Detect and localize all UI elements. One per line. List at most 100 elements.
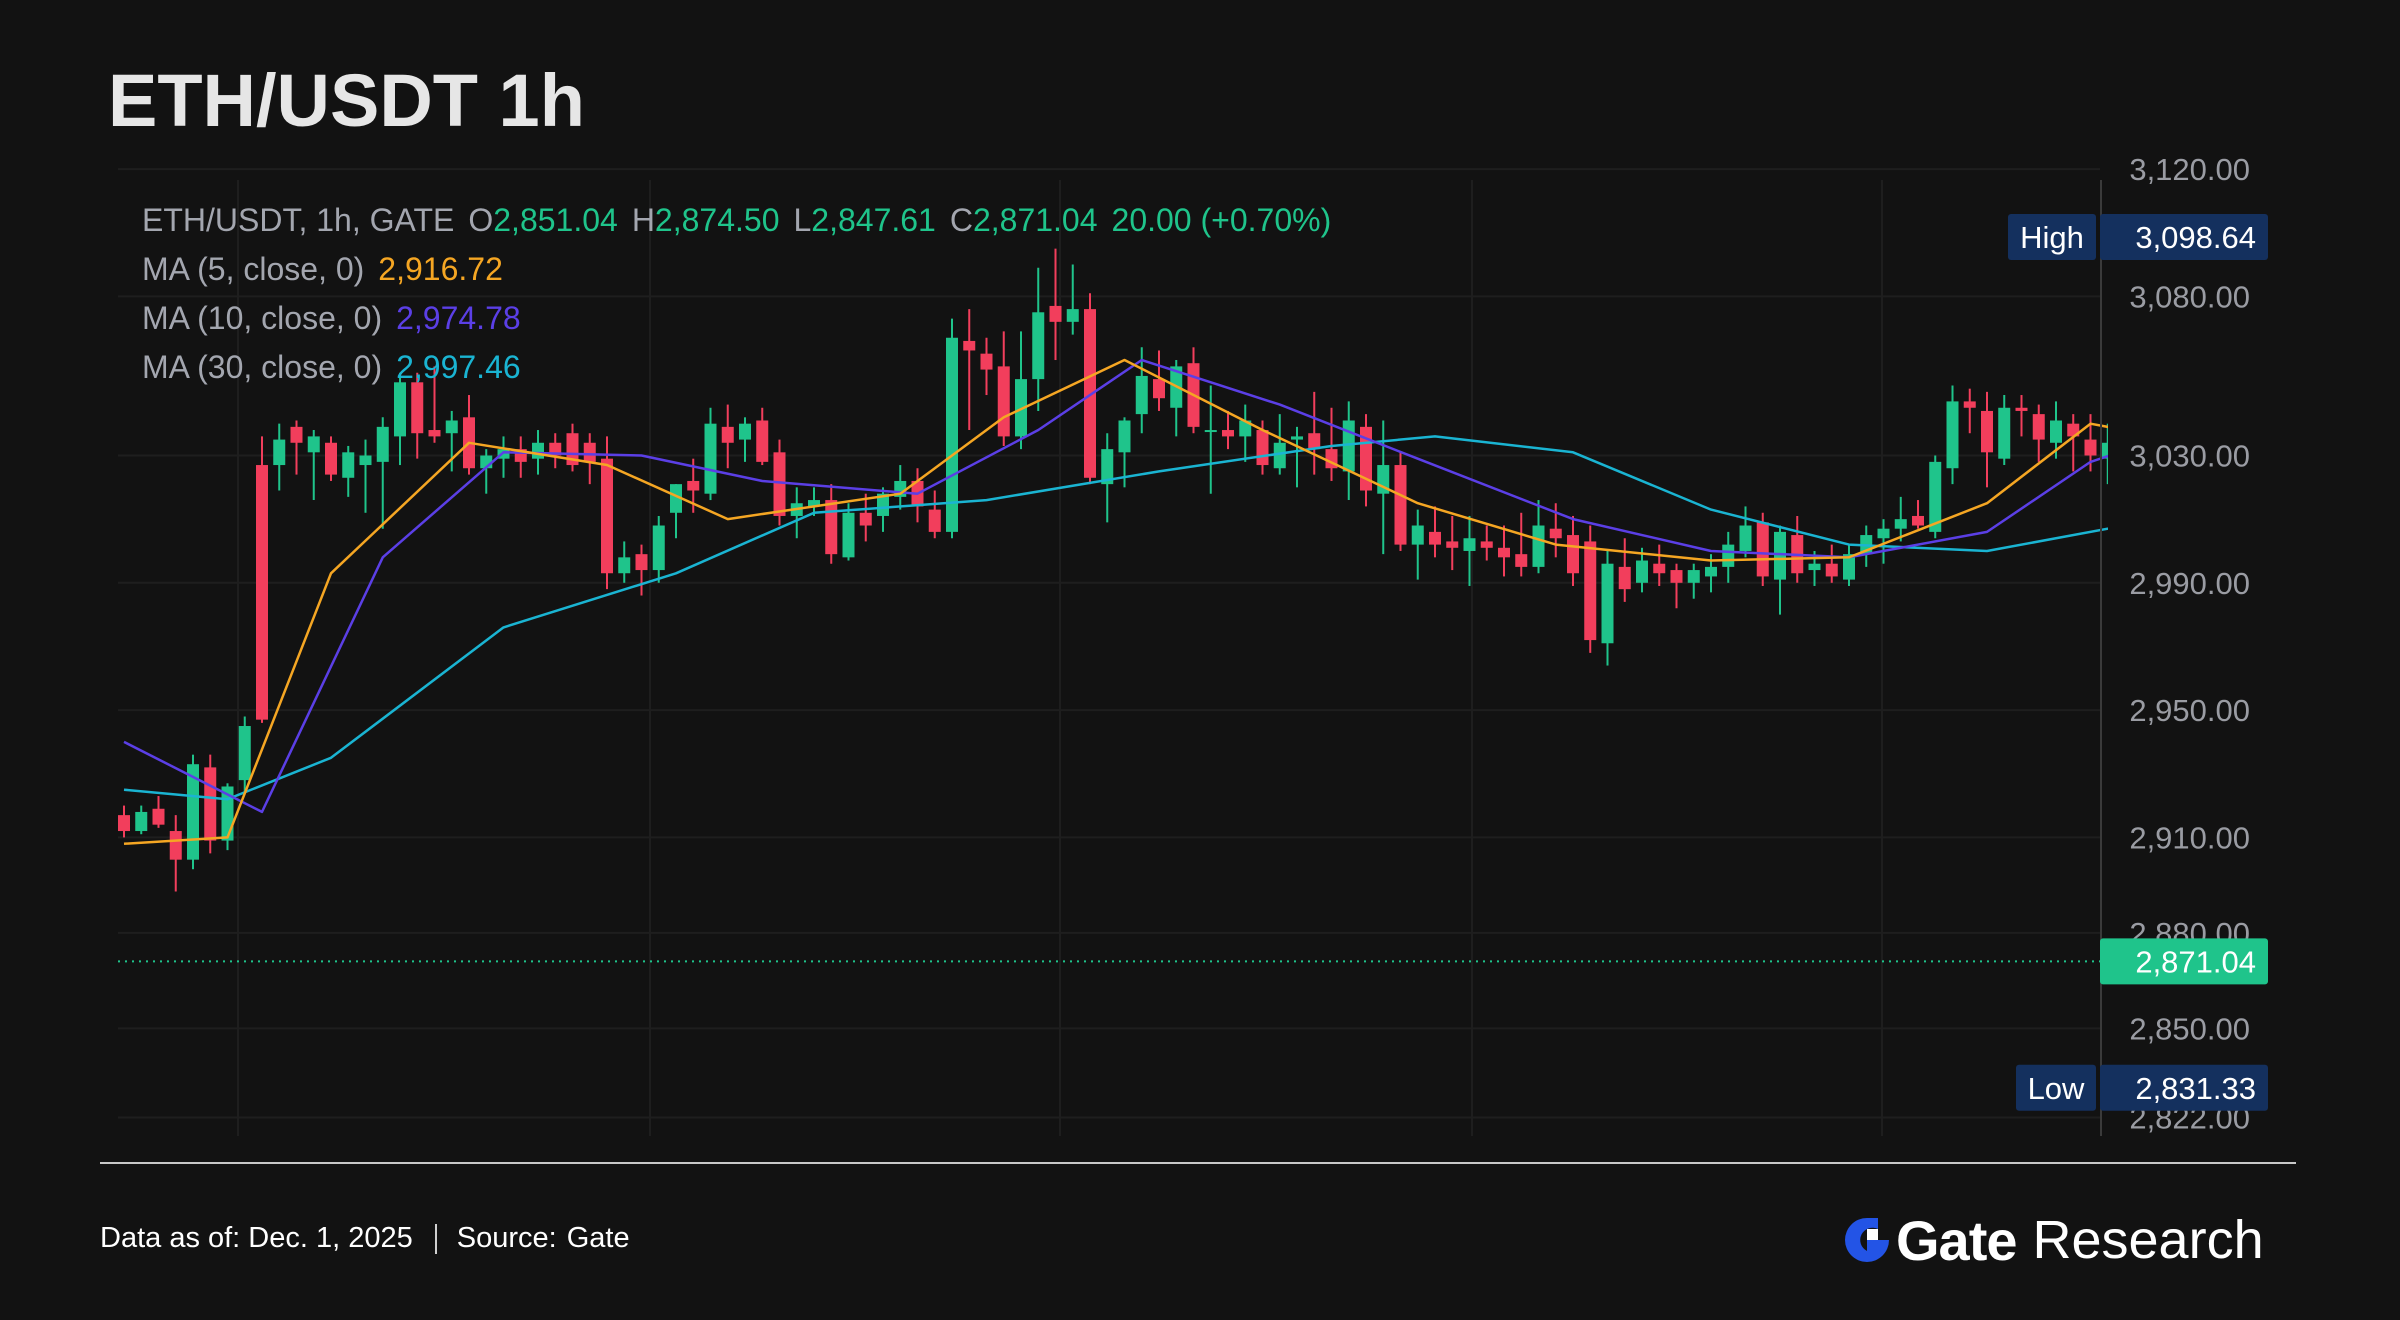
candle[interactable] — [1963, 388, 1976, 434]
candle[interactable] — [1843, 544, 1855, 586]
candle[interactable] — [307, 430, 320, 501]
candle[interactable] — [1360, 414, 1372, 507]
candle[interactable] — [1049, 248, 1062, 361]
candle[interactable] — [1687, 563, 1700, 599]
candle[interactable] — [1480, 525, 1493, 561]
candle[interactable] — [1670, 563, 1683, 609]
candle[interactable] — [187, 754, 199, 870]
candle[interactable] — [618, 541, 631, 583]
candle[interactable] — [928, 490, 941, 539]
candle[interactable] — [601, 436, 613, 590]
candle[interactable] — [1653, 544, 1666, 586]
candle[interactable] — [273, 423, 286, 491]
candle[interactable] — [704, 407, 717, 501]
candle[interactable] — [376, 417, 389, 529]
candle[interactable] — [756, 407, 769, 466]
candle-body — [1463, 538, 1476, 551]
candle[interactable] — [1066, 264, 1079, 335]
candle[interactable] — [670, 484, 682, 539]
candle[interactable] — [842, 503, 855, 561]
candle[interactable] — [1636, 547, 1648, 593]
candle[interactable] — [1463, 515, 1476, 586]
candle[interactable] — [2015, 395, 2028, 437]
candle[interactable] — [808, 487, 820, 516]
candle[interactable] — [1222, 410, 1234, 450]
candle[interactable] — [911, 468, 924, 523]
candle[interactable] — [1567, 515, 1579, 586]
candle[interactable] — [566, 423, 579, 472]
candle[interactable] — [1342, 401, 1355, 501]
candle[interactable] — [1394, 452, 1407, 551]
candle[interactable] — [583, 433, 596, 485]
candle[interactable] — [2171, 557, 2183, 1073]
candle[interactable] — [1584, 525, 1597, 653]
candle[interactable] — [1084, 293, 1096, 485]
candle[interactable] — [877, 487, 889, 532]
candle[interactable] — [342, 445, 355, 497]
candle[interactable] — [169, 815, 182, 892]
candle[interactable] — [1791, 515, 1804, 583]
candle[interactable] — [256, 436, 268, 723]
candle[interactable] — [445, 410, 458, 472]
candle[interactable] — [790, 487, 803, 539]
candle[interactable] — [152, 796, 165, 828]
candle[interactable] — [1532, 500, 1545, 574]
candle[interactable] — [1273, 414, 1286, 475]
candle[interactable] — [359, 439, 372, 513]
candle[interactable] — [1239, 404, 1252, 462]
candle[interactable] — [2101, 423, 2114, 485]
candle[interactable] — [1515, 512, 1528, 577]
candle[interactable] — [514, 436, 527, 478]
candle[interactable] — [721, 404, 734, 469]
candle[interactable] — [135, 805, 148, 835]
candle[interactable] — [1998, 395, 2011, 466]
candle[interactable] — [980, 337, 993, 396]
candle[interactable] — [1446, 515, 1459, 571]
candle[interactable] — [2032, 404, 2045, 462]
candle[interactable] — [1825, 544, 1838, 583]
candle[interactable] — [1308, 391, 1321, 475]
candle[interactable] — [1877, 519, 1890, 564]
candle[interactable] — [325, 436, 337, 481]
candle[interactable] — [463, 395, 475, 475]
candle[interactable] — [1153, 350, 1165, 411]
candle[interactable] — [652, 515, 665, 583]
candle[interactable] — [1774, 525, 1786, 615]
candle[interactable] — [1739, 506, 1752, 558]
candle[interactable] — [1601, 550, 1614, 666]
candle[interactable] — [1429, 506, 1441, 558]
candle[interactable] — [2067, 414, 2080, 472]
candle[interactable] — [1101, 433, 1114, 523]
candle[interactable] — [1981, 391, 1993, 488]
candle[interactable] — [635, 544, 648, 596]
candle[interactable] — [1118, 417, 1131, 488]
candle[interactable] — [290, 420, 303, 475]
ma5-row[interactable]: MA (5, close, 0) 2,916.72 — [142, 245, 1331, 294]
candle[interactable] — [238, 716, 251, 793]
candle[interactable] — [1756, 512, 1769, 586]
candle[interactable] — [428, 366, 441, 443]
candle[interactable] — [549, 433, 562, 469]
candle[interactable] — [1946, 385, 1959, 485]
candle[interactable] — [1411, 509, 1424, 580]
candle[interactable] — [118, 805, 130, 838]
candle[interactable] — [1498, 525, 1510, 577]
candle[interactable] — [894, 465, 907, 510]
candle[interactable] — [1291, 426, 1303, 488]
candle[interactable] — [1912, 500, 1924, 529]
candle[interactable] — [411, 372, 424, 459]
candle[interactable] — [1894, 496, 1907, 542]
candle[interactable] — [739, 417, 751, 462]
candle[interactable] — [1722, 531, 1735, 583]
candle[interactable] — [204, 754, 217, 854]
candle[interactable] — [825, 484, 838, 564]
ma30-row[interactable]: MA (30, close, 0) 2,997.46 — [142, 343, 1331, 392]
candle[interactable] — [394, 372, 406, 466]
candle[interactable] — [1135, 347, 1148, 434]
ma10-row[interactable]: MA (10, close, 0) 2,974.78 — [142, 294, 1331, 343]
candle[interactable] — [859, 493, 872, 542]
candle[interactable] — [1618, 538, 1631, 602]
candle[interactable] — [1032, 267, 1045, 411]
candle[interactable] — [963, 309, 976, 431]
